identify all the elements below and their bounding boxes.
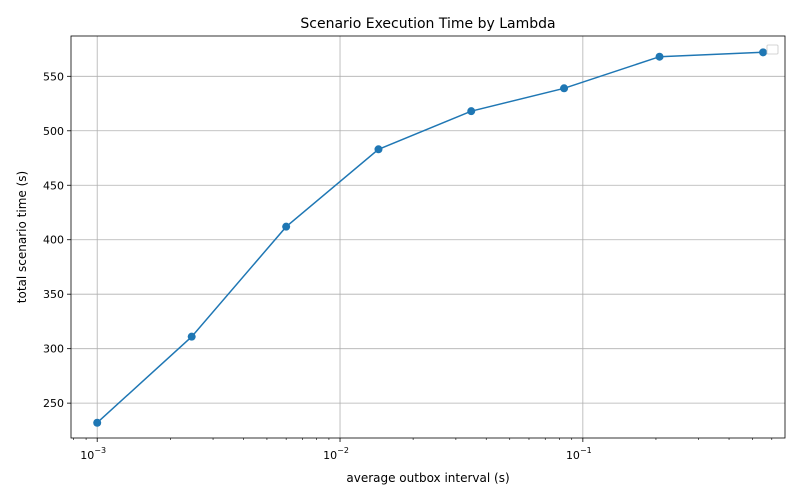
grid-lines <box>71 36 785 438</box>
data-point <box>560 84 569 93</box>
y-tick-label: 500 <box>43 125 64 138</box>
series-group <box>93 48 768 427</box>
y-tick-label: 300 <box>43 343 64 356</box>
data-point <box>655 52 664 61</box>
data-point <box>93 418 102 427</box>
y-axis-ticks: 250 300 350 400 450 500 550 <box>43 70 71 410</box>
data-point <box>467 107 476 116</box>
data-point <box>374 145 383 154</box>
x-tick-label: 10−1 <box>566 446 592 462</box>
y-tick-label: 250 <box>43 397 64 410</box>
plot-frame <box>70 35 786 439</box>
data-point <box>187 332 196 341</box>
x-axis-label: average outbox interval (s) <box>346 471 509 485</box>
legend-box <box>766 44 779 55</box>
x-tick-label: 10−3 <box>80 446 106 462</box>
data-point <box>759 48 768 57</box>
x-tick-label: 10−2 <box>323 446 349 462</box>
data-point <box>282 222 291 231</box>
series-line <box>96 51 764 424</box>
y-tick-label: 350 <box>43 288 64 301</box>
y-tick-label: 550 <box>43 70 64 83</box>
x-axis-ticks: 10−3 10−2 10−1 <box>80 438 592 462</box>
y-tick-label: 400 <box>43 234 64 247</box>
chart-title: Scenario Execution Time by Lambda <box>300 16 555 32</box>
y-axis-label: total scenario time (s) <box>15 171 29 303</box>
y-tick-label: 450 <box>43 179 64 192</box>
